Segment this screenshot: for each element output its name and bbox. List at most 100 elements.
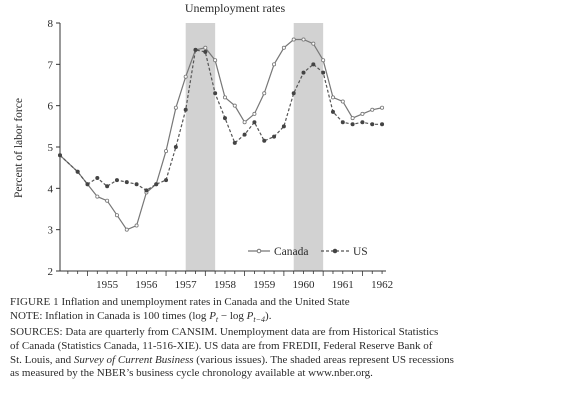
figure-title: Inflation and unemployment rates in Cana… [58, 296, 350, 308]
data-point-us [262, 138, 267, 143]
data-point-canada [203, 45, 208, 50]
x-tick-label: 1957 [175, 279, 198, 291]
y-tick-label: 6 [48, 101, 54, 113]
data-point-us [281, 124, 286, 129]
data-point-canada [213, 58, 218, 63]
y-tick-label: 5 [48, 142, 54, 154]
data-point-us [252, 120, 257, 125]
data-point-us [193, 47, 198, 52]
note-suffix: ). [265, 309, 272, 322]
note-sub2: t−4 [253, 314, 266, 324]
data-point-us [75, 169, 80, 174]
data-point-canada [301, 37, 306, 42]
data-point-us [164, 178, 169, 183]
data-point-us [232, 140, 237, 145]
caption-title-line: FIGURE 1 Inflation and unemployment rate… [10, 296, 562, 310]
data-point-us [183, 107, 188, 112]
legend-us-label: US [353, 246, 368, 258]
y-axis-label: Percent of labor force [13, 98, 25, 198]
data-point-us [311, 62, 316, 67]
data-point-canada [370, 107, 375, 112]
data-point-canada [222, 95, 227, 100]
data-point-canada [183, 74, 188, 79]
data-point-us [203, 49, 208, 54]
x-tick-label: 1958 [214, 279, 237, 291]
data-point-us [124, 180, 129, 185]
data-point-us [380, 122, 385, 127]
data-point-canada [124, 227, 129, 232]
x-tick-label: 1956 [135, 279, 158, 291]
recession-band-1 [185, 23, 216, 271]
series-line-us [59, 49, 383, 192]
chart-title: Unemployment rates [185, 1, 286, 15]
sources-line-4: as measured by the NBER’s business cycle… [10, 367, 373, 380]
data-point-us [134, 182, 139, 187]
sources-line-3-a: St. Louis, and [10, 353, 74, 366]
series-markers [58, 37, 385, 232]
data-point-canada [321, 58, 326, 63]
note-prefix: NOTE: Inflation in Canada is 100 times (… [10, 309, 210, 322]
y-tick-label: 2 [48, 266, 54, 278]
data-point-us [242, 132, 247, 137]
data-point-us [301, 70, 306, 75]
x-tick-label: 1959 [253, 279, 276, 291]
data-point-canada [114, 213, 119, 218]
data-point-us [173, 144, 178, 149]
x-tick-label: 1961 [332, 279, 354, 291]
data-point-us [360, 120, 365, 125]
data-point-canada [330, 95, 335, 100]
data-point-canada [95, 194, 100, 199]
recession-shading [185, 23, 324, 271]
recession-band-2 [293, 23, 324, 271]
data-point-canada [360, 111, 365, 116]
y-tick-label: 4 [48, 183, 54, 195]
data-point-canada [340, 99, 345, 104]
data-point-canada [242, 120, 247, 125]
data-point-us [321, 70, 326, 75]
data-point-us [144, 188, 149, 193]
data-point-canada [134, 223, 139, 228]
note-p1: P [209, 309, 216, 322]
sources-line-3-b: (various issues). The shaded areas repre… [193, 353, 454, 366]
data-point-canada [350, 116, 355, 121]
note-mid: − log [218, 309, 247, 322]
note-sub1: t [215, 314, 219, 324]
data-point-us [330, 109, 335, 114]
legend-canada-label: Canada [274, 246, 308, 258]
legend-us-marker [332, 248, 338, 254]
x-tick-label: 1962 [371, 279, 393, 291]
x-tick-label: 1960 [293, 279, 316, 291]
data-point-us [114, 178, 119, 183]
data-point-us [340, 120, 345, 125]
legend: Canada US [248, 246, 368, 258]
sources-line-1: SOURCES: Data are quarterly from CANSIM.… [10, 326, 439, 339]
data-point-canada [311, 41, 316, 46]
note-p2: P [246, 309, 254, 322]
figure-caption: FIGURE 1 Inflation and unemployment rate… [10, 296, 562, 381]
data-point-us [58, 153, 63, 158]
data-point-us [154, 182, 159, 187]
data-point-canada [291, 37, 296, 42]
data-point-canada [281, 45, 286, 50]
data-point-us [105, 184, 110, 189]
data-point-us [85, 182, 90, 187]
caption-note-line: NOTE: Inflation in Canada is 100 times (… [10, 310, 562, 327]
data-point-us [95, 175, 100, 180]
data-point-canada [173, 105, 178, 110]
sources-line-3: St. Louis, and Survey of Current Busines… [10, 354, 562, 368]
y-tick-label: 7 [48, 59, 54, 71]
data-point-us [213, 91, 218, 96]
survey-title: Survey of Current Business [73, 353, 194, 366]
axes: 2 3 4 5 6 7 8 1955 1956 1957 1958 1959 1960 1961 1962 [48, 18, 394, 291]
data-point-canada [164, 149, 169, 154]
x-tick-label: 1955 [96, 279, 119, 291]
figure-label: FIGURE 1 [10, 296, 59, 308]
data-point-us [222, 116, 227, 121]
data-point-canada [105, 198, 110, 203]
data-point-canada [252, 111, 257, 116]
legend-canada-marker [256, 248, 262, 254]
data-point-us [272, 134, 277, 139]
data-point-us [350, 122, 355, 127]
sources-line-2: of Canada (Statistics Canada, 11-516-XIE… [10, 339, 433, 352]
